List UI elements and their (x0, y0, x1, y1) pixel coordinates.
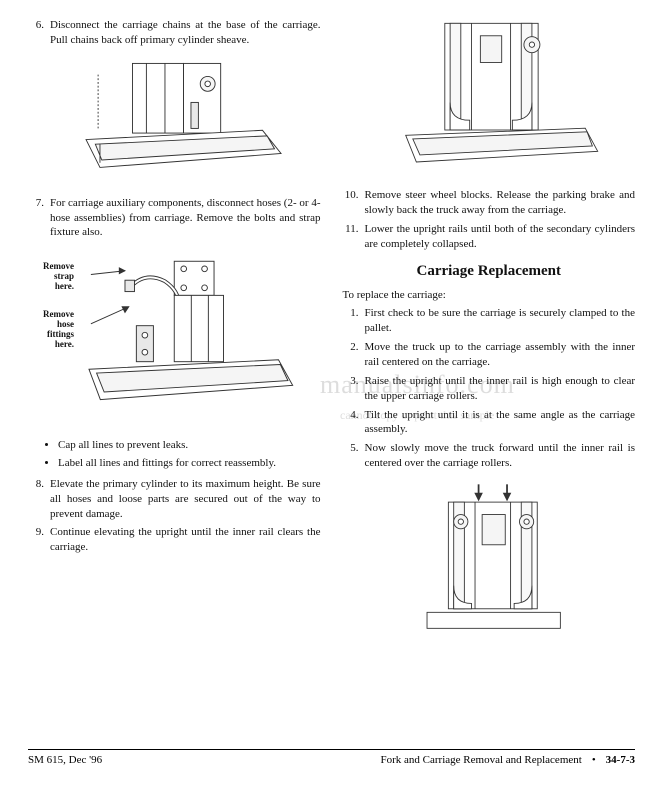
step-9: 9. Continue elevating the upright until … (28, 525, 321, 555)
step-8: 8. Elevate the primary cylinder to its m… (28, 477, 321, 522)
replace-3: 3. Raise the upright until the inner rai… (343, 374, 636, 404)
step-num: 2. (343, 340, 365, 370)
step-text: For carriage auxiliary components, disco… (50, 196, 321, 241)
step-text: Tilt the upright until it is at the same… (365, 408, 636, 438)
step-10: 10. Remove steer wheel blocks. Release t… (343, 188, 636, 218)
step-num: 11. (343, 222, 365, 252)
footer-sep: • (592, 754, 596, 766)
step-num: 9. (28, 525, 50, 555)
intro-text: To replace the carriage: (343, 288, 636, 303)
step-text: First check to be sure the carriage is s… (365, 306, 636, 336)
figure-4-svg (343, 479, 636, 639)
step-11: 11. Lower the upright rails until both o… (343, 222, 636, 252)
replace-4: 4. Tilt the upright until it is at the s… (343, 408, 636, 438)
footer-title: Fork and Carriage Removal and Replacemen… (381, 754, 582, 766)
bullet-1: Cap all lines to prevent leaks. (58, 438, 321, 453)
page: manualsinfo.com cannot copy or print thi… (0, 0, 663, 796)
step-text: Elevate the primary cylinder to its maxi… (50, 477, 321, 522)
step-text: Raise the upright until the inner rail i… (365, 374, 636, 404)
step-text: Disconnect the carriage chains at the ba… (50, 18, 321, 48)
footer-right: Fork and Carriage Removal and Replacemen… (381, 754, 635, 766)
figure-2: Remove strap here. Remove hose fittings … (28, 248, 321, 428)
bullet-list: Cap all lines to prevent leaks. Label al… (58, 438, 321, 471)
step-num: 4. (343, 408, 365, 438)
step-text: Now slowly move the truck forward until … (365, 441, 636, 471)
step-num: 6. (28, 18, 50, 48)
right-column: 10. Remove steer wheel blocks. Release t… (343, 18, 636, 743)
footer-left: SM 615, Dec '96 (28, 754, 102, 766)
step-num: 1. (343, 306, 365, 336)
step-num: 8. (28, 477, 50, 522)
bullet-2: Label all lines and fittings for correct… (58, 456, 321, 471)
step-text: Remove steer wheel blocks. Release the p… (365, 188, 636, 218)
step-text: Move the truck up to the carriage assemb… (365, 340, 636, 370)
left-column: 6. Disconnect the carriage chains at the… (28, 18, 321, 743)
step-num: 5. (343, 441, 365, 471)
step-6: 6. Disconnect the carriage chains at the… (28, 18, 321, 48)
footer: SM 615, Dec '96 Fork and Carriage Remova… (28, 749, 635, 766)
columns: 6. Disconnect the carriage chains at the… (28, 18, 635, 743)
step-num: 3. (343, 374, 365, 404)
figure-1 (28, 56, 321, 186)
figure-3 (343, 18, 636, 178)
footer-page: 34-7-3 (606, 754, 635, 766)
replace-2: 2. Move the truck up to the carriage ass… (343, 340, 636, 370)
figure-1-svg (28, 56, 321, 186)
step-text: Continue elevating the upright until the… (50, 525, 321, 555)
step-num: 7. (28, 196, 50, 241)
figure-4 (343, 479, 636, 639)
replace-1: 1. First check to be sure the carriage i… (343, 306, 636, 336)
step-num: 10. (343, 188, 365, 218)
figure-3-svg (343, 18, 636, 178)
section-heading: Carriage Replacement (343, 261, 636, 281)
step-text: Lower the upright rails until both of th… (365, 222, 636, 252)
figure-2-svg (28, 248, 321, 428)
replace-5: 5. Now slowly move the truck forward unt… (343, 441, 636, 471)
step-7: 7. For carriage auxiliary components, di… (28, 196, 321, 241)
